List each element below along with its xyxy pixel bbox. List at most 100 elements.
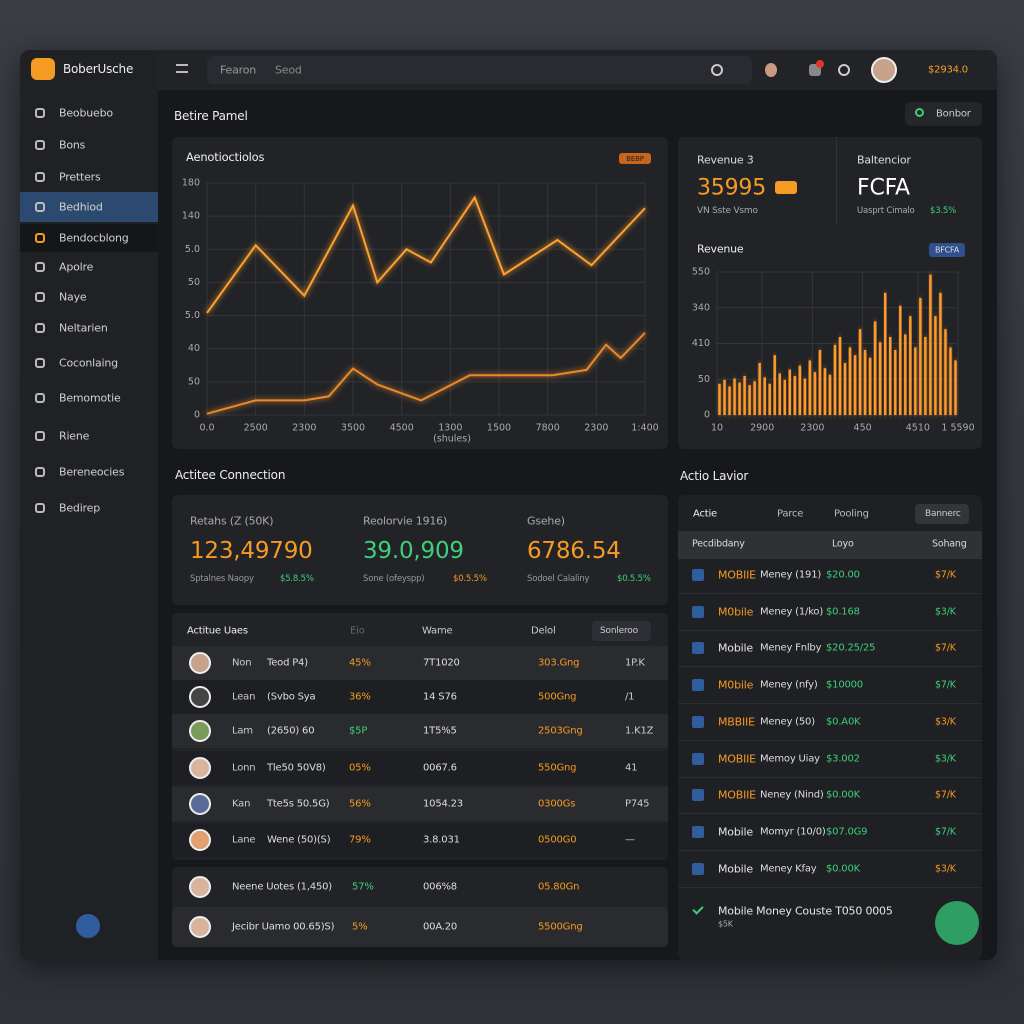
avatar (189, 916, 211, 938)
table-cell: 36% (349, 691, 371, 703)
page-title: Betire Pamel (174, 109, 248, 123)
table-cell: 303.Gng (538, 657, 580, 669)
profile-avatar[interactable] (871, 57, 897, 83)
table-cell: 500Gng (538, 691, 577, 703)
revenue-label: Revenue 3 (697, 153, 754, 167)
table-cell: 1.K1Z (625, 725, 654, 737)
row-change: $7/K (935, 679, 956, 691)
row-change: $7/K (935, 569, 956, 581)
checkbox (692, 862, 704, 875)
search-box[interactable] (207, 56, 752, 84)
row-detail: Meney (191) (760, 569, 822, 581)
sidebar-item: Bedhiod (59, 200, 103, 214)
table-cell: /1 (625, 691, 635, 703)
tab: Pooling (834, 508, 869, 520)
column-header: Eio (350, 625, 365, 637)
button-label: Sonleroo (600, 626, 638, 636)
fab-button[interactable] (935, 901, 979, 945)
chart-badge: BFCFA (934, 245, 960, 255)
row-title: MBBIIE (718, 715, 755, 729)
tab: Parce (777, 508, 804, 520)
user-icon[interactable] (765, 63, 777, 77)
checkbox (692, 825, 704, 838)
search-hint: Seod (275, 63, 302, 77)
row-title: Mobile (718, 641, 753, 655)
row-divider (678, 739, 982, 741)
row-amount: $07.0G9 (826, 826, 868, 838)
sidebar-item: Bedirep (59, 501, 100, 515)
logo (31, 58, 55, 80)
sidebar-help[interactable] (76, 914, 100, 938)
row-amount: $0.168 (826, 606, 860, 618)
table-row (172, 907, 668, 947)
table-cell: 1P.K (625, 657, 645, 669)
notification-badge (816, 60, 824, 68)
sidebar-item: Bereneocies (59, 465, 125, 479)
stat-value: 39.0,909 (363, 538, 464, 564)
table-cell: 1054.23 (423, 798, 463, 810)
row-divider (678, 703, 982, 705)
avatar (189, 686, 211, 708)
checkbox (692, 715, 704, 728)
sidebar-item: Bemomotie (59, 391, 121, 405)
row-title: M0bile (718, 678, 754, 692)
brand: BoberUsche (63, 62, 134, 76)
table-cell: 05% (349, 762, 371, 774)
menu-button[interactable] (176, 64, 188, 73)
checkbox (692, 679, 704, 692)
activity-card (678, 495, 982, 960)
sidebar-icon (35, 172, 45, 182)
stat-sub: Sodoel Calaliny (527, 574, 590, 584)
sidebar-item: Coconlaing (59, 356, 118, 370)
stat-sub: Sone (ofeyspp) (363, 574, 425, 584)
emoji-icon[interactable] (711, 64, 723, 76)
table-cell: 3.8.031 (423, 834, 460, 846)
sidebar-item: Pretters (59, 170, 101, 184)
help-icon[interactable] (838, 64, 850, 76)
table-cell: — (625, 834, 635, 846)
row-title: Mobile (718, 862, 753, 876)
table-cell: Lonn (232, 762, 256, 774)
badge-bg (929, 243, 965, 257)
row-detail: Memoy Uiay (760, 753, 820, 764)
row-title: MOBIIE (718, 788, 756, 802)
column-header: Pecdibdany (692, 538, 745, 550)
row-change: $7/K (935, 789, 956, 801)
row-detail: Meney Kfay (760, 863, 817, 875)
revenue-badge (775, 181, 797, 194)
row-change: $3/K (935, 863, 956, 875)
table-cell: 05.80Gn (538, 881, 580, 893)
row-divider (678, 886, 982, 888)
table-button[interactable] (592, 621, 651, 641)
sidebar-icon (35, 393, 45, 403)
table-cell: Tte5s 50.5G) (267, 798, 330, 810)
summary-divider (836, 137, 837, 225)
row-title: MOBIIE (718, 568, 756, 582)
table-cell: 5% (352, 921, 368, 933)
table-cell: 79% (349, 834, 371, 846)
stat-label: Reolorvie 1916) (363, 514, 448, 528)
section-title: Actio Lavior (680, 469, 749, 483)
activity-button[interactable] (915, 504, 969, 524)
table-cell: 45% (349, 657, 371, 669)
table-cell: Jecibr Uamo 00.65)S) (232, 921, 335, 933)
revenue-value: 35995 (697, 175, 766, 201)
table-cell: $5P (349, 725, 368, 737)
action-label: Bonbor (936, 108, 971, 120)
column-header: Sohang (932, 538, 967, 550)
sidebar-icon (35, 233, 45, 243)
row-divider (678, 813, 982, 815)
avatar (189, 652, 211, 674)
table-cell: 0067.6 (423, 762, 457, 774)
sidebar-item: Riene (59, 429, 90, 443)
activity-header (678, 531, 982, 559)
table-cell: 006%8 (423, 881, 457, 893)
balance-change: $3.5% (930, 206, 957, 216)
table-row (172, 646, 668, 680)
row-title: Mobile (718, 825, 753, 839)
row-title: M0bile (718, 605, 754, 619)
avatar (189, 876, 211, 898)
row-sub: $5K (718, 919, 733, 929)
table-cell: Non (232, 657, 252, 669)
